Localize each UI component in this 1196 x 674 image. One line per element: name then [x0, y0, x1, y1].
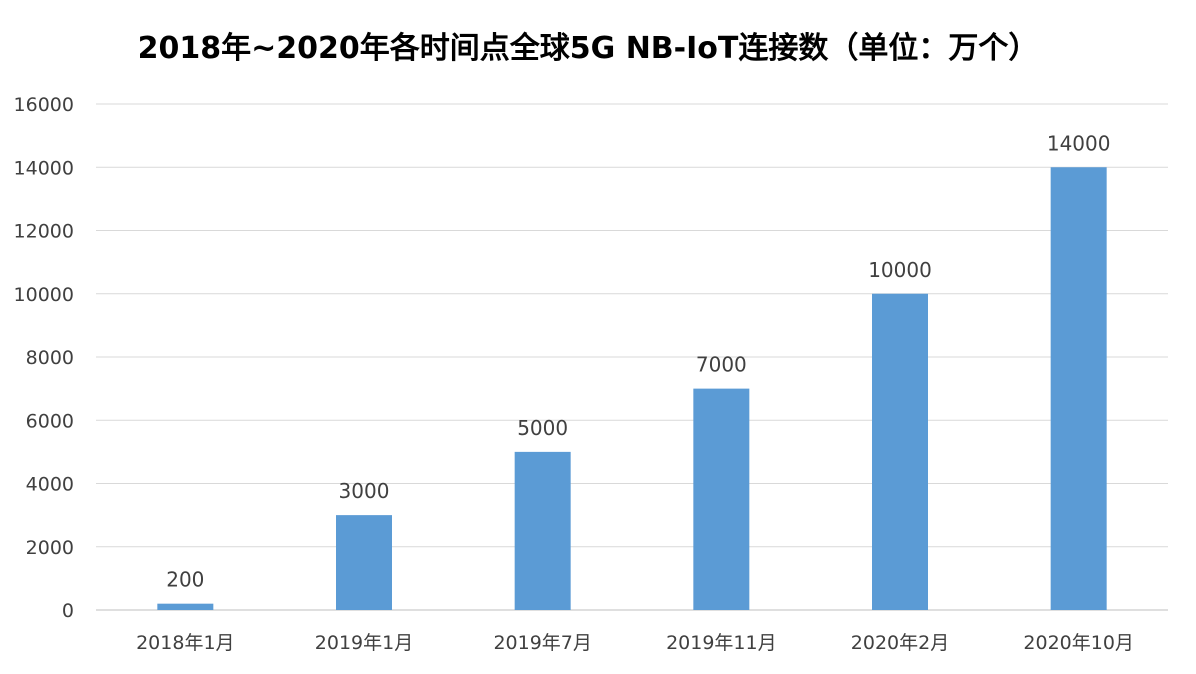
y-tick-label: 6000: [26, 410, 74, 432]
y-tick-label: 2000: [26, 537, 74, 559]
data-label: 3000: [339, 479, 390, 503]
x-tick-label: 2019年11月: [666, 632, 777, 654]
chart-title: 2018年~2020年各时间点全球5G NB-IoT连接数（单位：万个）: [138, 31, 1039, 66]
data-labels: 200 3000 5000 7000 10000 14000: [166, 131, 1110, 591]
bar: [336, 515, 392, 610]
y-tick-label: 12000: [14, 221, 74, 243]
data-label: 200: [166, 568, 204, 592]
x-tick-label: 2020年10月: [1023, 632, 1134, 654]
x-tick-label: 2019年1月: [315, 632, 413, 654]
bar: [157, 603, 214, 610]
y-tick-label: 8000: [26, 347, 74, 369]
data-label: 10000: [868, 258, 932, 282]
y-tick-label: 0: [62, 600, 74, 622]
gridlines: [96, 103, 1168, 611]
y-tick-label: 4000: [26, 474, 74, 496]
data-label: 14000: [1047, 131, 1111, 155]
bar: [1050, 167, 1107, 610]
y-axis-ticks: 0 2000 4000 6000 8000 10000 12000 14000 16000: [14, 94, 74, 622]
data-label: 5000: [517, 416, 568, 440]
x-tick-label: 2018年1月: [136, 632, 234, 654]
x-axis-ticks: 2018年1月 2019年1月 2019年7月 2019年11月 2020年2月 2020…: [136, 632, 1134, 654]
y-tick-label: 16000: [14, 94, 74, 116]
bar: [514, 451, 571, 610]
bar: [872, 293, 928, 610]
x-tick-label: 2019年7月: [493, 632, 591, 654]
bars: [157, 167, 1107, 610]
x-tick-label: 2020年2月: [851, 632, 949, 654]
data-label: 7000: [696, 353, 747, 377]
y-tick-label: 10000: [14, 284, 74, 306]
y-tick-label: 14000: [14, 157, 74, 179]
bar: [693, 388, 750, 610]
